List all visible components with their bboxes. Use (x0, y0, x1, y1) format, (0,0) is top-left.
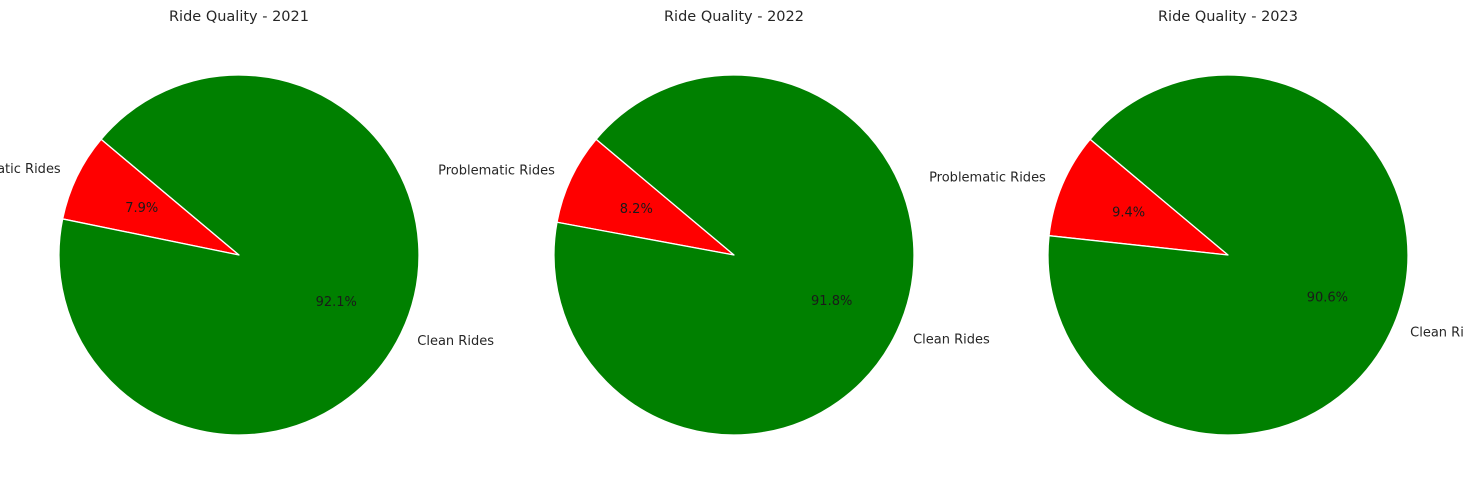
pie-chart-2: Ride Quality - 2023 Problematic Rides 9.4%… (929, 9, 1463, 436)
slice-percent-problematic-rides: 7.9% (125, 201, 158, 216)
slice-percent-clean-rides: 91.8% (811, 294, 852, 309)
pie-slice-clean-rides (1047, 74, 1409, 436)
pie-chart-1: Ride Quality - 2022 Problematic Rides 8.2%… (438, 9, 990, 436)
pie-slice-problematic-rides (556, 138, 735, 256)
chart-title: Ride Quality - 2022 (664, 9, 804, 25)
slice-percent-problematic-rides: 9.4% (1112, 206, 1145, 221)
slice-percent-clean-rides: 92.1% (316, 295, 357, 310)
slice-label-clean-rides: Clean Rides (913, 332, 990, 347)
pie-slice-problematic-rides (1048, 138, 1229, 256)
slice-label-clean-rides: Clean Rides (1410, 326, 1463, 341)
chart-title: Ride Quality - 2021 (169, 9, 309, 25)
slice-label-problematic-rides: Problematic Rides (0, 162, 61, 177)
slice-label-problematic-rides: Problematic Rides (438, 164, 555, 179)
pie-slice-clean-rides (58, 74, 420, 436)
pie-chart-0: Ride Quality - 2021 Problematic Rides 7.9%… (0, 9, 494, 436)
pie-slice-clean-rides (553, 74, 915, 436)
chart-title: Ride Quality - 2023 (1158, 9, 1298, 25)
slice-percent-clean-rides: 90.6% (1307, 290, 1348, 305)
slice-label-problematic-rides: Problematic Rides (929, 170, 1046, 185)
slice-label-clean-rides: Clean Rides (417, 334, 494, 349)
slice-percent-problematic-rides: 8.2% (620, 202, 653, 217)
